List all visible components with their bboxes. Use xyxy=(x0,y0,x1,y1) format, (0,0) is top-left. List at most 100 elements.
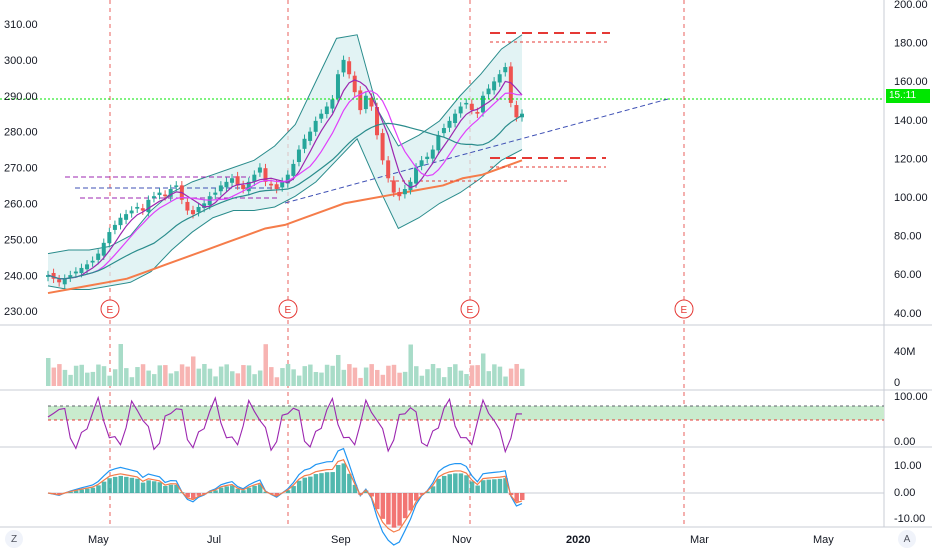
candle-body xyxy=(57,279,62,283)
right-price-axis[interactable]: 200.00 180.00 160.00 140.00 120.00 100.00 80.0… xyxy=(894,0,928,525)
volume-bar xyxy=(68,374,73,386)
right-price-tick[interactable]: 120.00 xyxy=(894,153,928,165)
earnings-marker[interactable] xyxy=(674,299,694,319)
candle-body xyxy=(269,183,274,186)
time-tick[interactable]: 2020 xyxy=(566,534,590,546)
auto-scale-button[interactable]: A xyxy=(898,530,916,548)
macd-histogram-bar xyxy=(246,487,252,493)
time-tick[interactable]: May xyxy=(813,534,834,546)
candle-body xyxy=(146,199,151,213)
right-price-tick[interactable]: 180.00 xyxy=(894,38,928,50)
macd-tick[interactable]: 0.00 xyxy=(894,487,915,499)
macd-histogram-bar xyxy=(168,484,174,493)
candle-body xyxy=(480,95,485,113)
candle-body xyxy=(341,59,346,73)
right-price-tick[interactable]: 160.00 xyxy=(894,76,928,88)
candle-body xyxy=(274,184,279,190)
candle-body xyxy=(112,224,117,230)
volume-bar xyxy=(246,365,252,386)
volume-bar xyxy=(274,377,280,386)
candle-body xyxy=(324,106,329,115)
left-price-tick: 260.00 xyxy=(4,199,38,211)
time-tick[interactable]: May xyxy=(88,534,109,546)
macd-histogram-bar xyxy=(185,493,190,498)
earnings-label[interactable]: E xyxy=(285,305,292,316)
candle-body xyxy=(296,149,301,162)
right-price-tick[interactable]: 80.00 xyxy=(894,231,922,243)
right-price-tick[interactable]: 60.00 xyxy=(894,269,922,281)
volume-bar xyxy=(358,377,363,386)
macd-histogram-bar xyxy=(285,490,291,493)
macd-histogram-bar xyxy=(492,479,497,493)
current-price-tag: 15.:11 xyxy=(886,89,930,103)
candle-body xyxy=(397,192,402,197)
candle-body xyxy=(391,180,396,193)
earnings-label[interactable]: E xyxy=(681,305,688,316)
candle-body xyxy=(319,113,324,119)
macd-histogram-bar xyxy=(363,490,369,493)
candle-body xyxy=(291,163,296,176)
candle-body xyxy=(453,113,458,124)
macd-histogram-bar xyxy=(397,493,402,526)
left-price-tick: 290.00 xyxy=(4,91,38,103)
candle-body xyxy=(380,133,385,161)
volume-bar xyxy=(230,371,235,386)
time-tick[interactable]: Sep xyxy=(331,534,351,546)
macd-tick[interactable]: -10.00 xyxy=(894,513,925,525)
macd-histogram-bar xyxy=(313,474,319,493)
stochastic-tick[interactable]: 0.00 xyxy=(894,436,915,448)
zoom-button[interactable]: Z xyxy=(5,530,23,548)
volume-bar xyxy=(313,371,319,386)
volume-tick[interactable]: 0 xyxy=(894,377,900,389)
volume-bar xyxy=(352,367,358,386)
macd-histogram-bar xyxy=(291,486,296,493)
macd-tick[interactable]: 10.00 xyxy=(894,460,922,472)
volume-bar xyxy=(330,365,335,386)
right-price-tick[interactable]: 40.00 xyxy=(894,308,922,320)
macd-histogram-bar xyxy=(190,493,196,499)
earnings-marker[interactable] xyxy=(100,299,120,319)
macd-histogram-bar xyxy=(73,490,79,493)
volume-bar xyxy=(375,369,380,386)
right-price-tick[interactable]: 100.00 xyxy=(894,192,928,204)
volume-tick[interactable]: 40M xyxy=(894,346,915,358)
candle-body xyxy=(51,272,56,279)
candle-body xyxy=(369,97,374,107)
trendline[interactable] xyxy=(284,98,669,204)
volume-bar xyxy=(441,377,447,386)
macd-histogram-bar xyxy=(402,493,408,519)
earnings-label[interactable]: E xyxy=(467,305,474,316)
macd-line xyxy=(47,447,523,546)
time-tick[interactable]: Jul xyxy=(207,534,221,546)
volume-bar xyxy=(419,375,425,386)
volume-bar xyxy=(285,364,291,386)
right-price-tick[interactable]: 200.00 xyxy=(894,0,928,11)
volume-bar xyxy=(118,344,123,386)
time-axis[interactable]: May Jul Sep Nov 2020 Mar May xyxy=(88,534,834,546)
volume-bar xyxy=(402,371,408,386)
time-tick[interactable]: Nov xyxy=(452,534,472,546)
macd-histogram-bar xyxy=(436,478,441,493)
volume-bar xyxy=(213,376,218,386)
earnings-marker[interactable] xyxy=(460,299,480,319)
candle-body xyxy=(124,214,129,220)
volume-bar xyxy=(380,374,386,386)
candle-body xyxy=(475,111,480,114)
volume-bar xyxy=(414,366,419,386)
candle-body xyxy=(157,192,162,196)
time-tick[interactable]: Mar xyxy=(690,534,709,546)
candle-body xyxy=(330,99,335,109)
right-price-tick[interactable]: 140.00 xyxy=(894,115,928,127)
macd-histogram-bar xyxy=(520,493,525,501)
volume-bar xyxy=(202,364,207,386)
candle-body xyxy=(101,242,106,256)
earnings-marker[interactable] xyxy=(278,299,298,319)
volume-bar xyxy=(458,370,464,386)
left-price-tick: 310.00 xyxy=(4,19,38,31)
trend-lines[interactable] xyxy=(65,32,669,204)
candle-body xyxy=(430,149,435,159)
stochastic-tick[interactable]: 100.00 xyxy=(894,391,928,403)
earnings-label[interactable]: E xyxy=(107,305,114,316)
